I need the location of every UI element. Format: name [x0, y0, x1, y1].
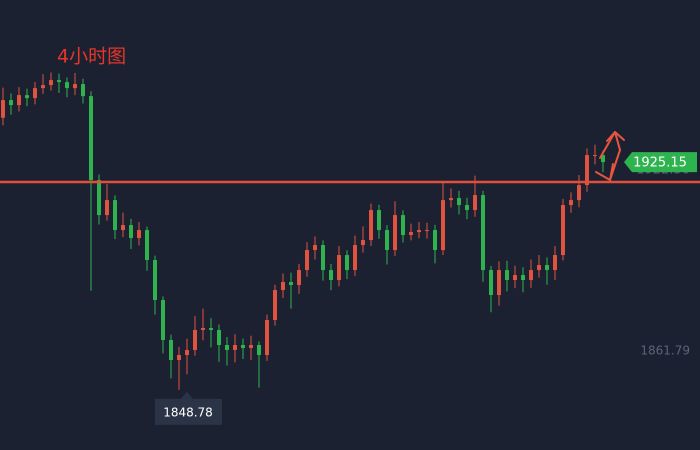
candle-body: [393, 215, 397, 251]
candle-body: [25, 95, 29, 99]
candle-body: [345, 255, 349, 271]
candle-body: [553, 255, 557, 271]
candle-body: [153, 260, 157, 301]
candle-body: [9, 100, 13, 106]
candle-body: [185, 350, 189, 355]
candle-body: [545, 265, 549, 271]
candle-body: [289, 282, 293, 286]
candle-body: [417, 230, 421, 233]
candle-body: [537, 265, 541, 271]
candle-body: [425, 230, 429, 232]
candle-body: [265, 320, 269, 355]
candle-body: [121, 225, 125, 231]
candle-body: [577, 185, 581, 201]
candle-body: [305, 250, 309, 271]
candle-body: [561, 205, 565, 256]
candle-body: [217, 330, 221, 345]
candle-body: [249, 345, 253, 349]
last-price-label: 1925.15: [633, 156, 687, 171]
candle-body: [33, 88, 37, 99]
candle-body: [521, 275, 525, 281]
candle-body: [161, 300, 165, 341]
candle-body: [97, 180, 101, 216]
candle-body: [401, 215, 405, 236]
candle-body: [297, 270, 301, 286]
candle-body: [481, 195, 485, 271]
candle-body: [369, 210, 373, 241]
candle-body: [513, 275, 517, 281]
candle-body: [505, 270, 509, 281]
candle-body: [57, 80, 61, 83]
candle-body: [361, 240, 365, 246]
candle-body: [137, 230, 141, 239]
candle-body: [377, 210, 381, 231]
candle-body: [409, 232, 413, 236]
candle-body: [337, 255, 341, 281]
candle-body: [601, 155, 605, 163]
candle-body: [593, 155, 597, 157]
annotation-arrows: [595, 131, 625, 181]
candle-body: [225, 345, 229, 351]
candle-body: [473, 195, 477, 211]
chart-title: 4小时图: [57, 46, 126, 68]
candle-body: [449, 198, 453, 201]
candle-body: [489, 270, 493, 296]
candle-body: [585, 155, 589, 186]
candle-body: [329, 270, 333, 281]
candle-body: [281, 282, 285, 291]
candle-body: [169, 340, 173, 360]
candle-body: [113, 200, 117, 231]
candle-body: [457, 198, 461, 206]
arrow-head-down: [595, 163, 614, 181]
candle-body: [73, 84, 77, 89]
candle-body: [353, 245, 357, 271]
candle-body: [177, 354, 181, 360]
candle-body: [313, 245, 317, 251]
candle-body: [497, 270, 501, 296]
candle-body: [385, 230, 389, 251]
candle-body: [257, 345, 261, 355]
arrow-up: [599, 131, 621, 159]
candle-body: [129, 225, 133, 239]
candle-body: [17, 95, 21, 106]
candle-body: [145, 230, 149, 261]
candle-body: [105, 200, 109, 216]
candle-body: [569, 200, 573, 206]
candle-body: [41, 85, 45, 89]
last-price-badge: [624, 152, 697, 173]
candle-body: [441, 200, 445, 251]
candle-body: [89, 96, 93, 181]
candle-body: [193, 330, 197, 351]
candle-body: [321, 245, 325, 271]
candle-body: [273, 290, 277, 321]
candle-body: [81, 84, 85, 97]
candle-body: [433, 230, 437, 251]
candle-body: [529, 270, 533, 281]
candle-body: [465, 205, 469, 211]
low-price-badge: [155, 391, 222, 425]
candle-body: [65, 82, 69, 89]
arrow-head-up: [606, 131, 625, 142]
candle-body: [49, 80, 53, 86]
candle-body: [1, 100, 5, 118]
candle-body: [241, 345, 245, 349]
candle-body: [209, 328, 213, 330]
low-price-label: 1848.78: [163, 405, 213, 419]
candle-body: [201, 328, 205, 330]
candle-body: [233, 345, 237, 351]
level-price-label: 1861.79: [640, 344, 690, 358]
